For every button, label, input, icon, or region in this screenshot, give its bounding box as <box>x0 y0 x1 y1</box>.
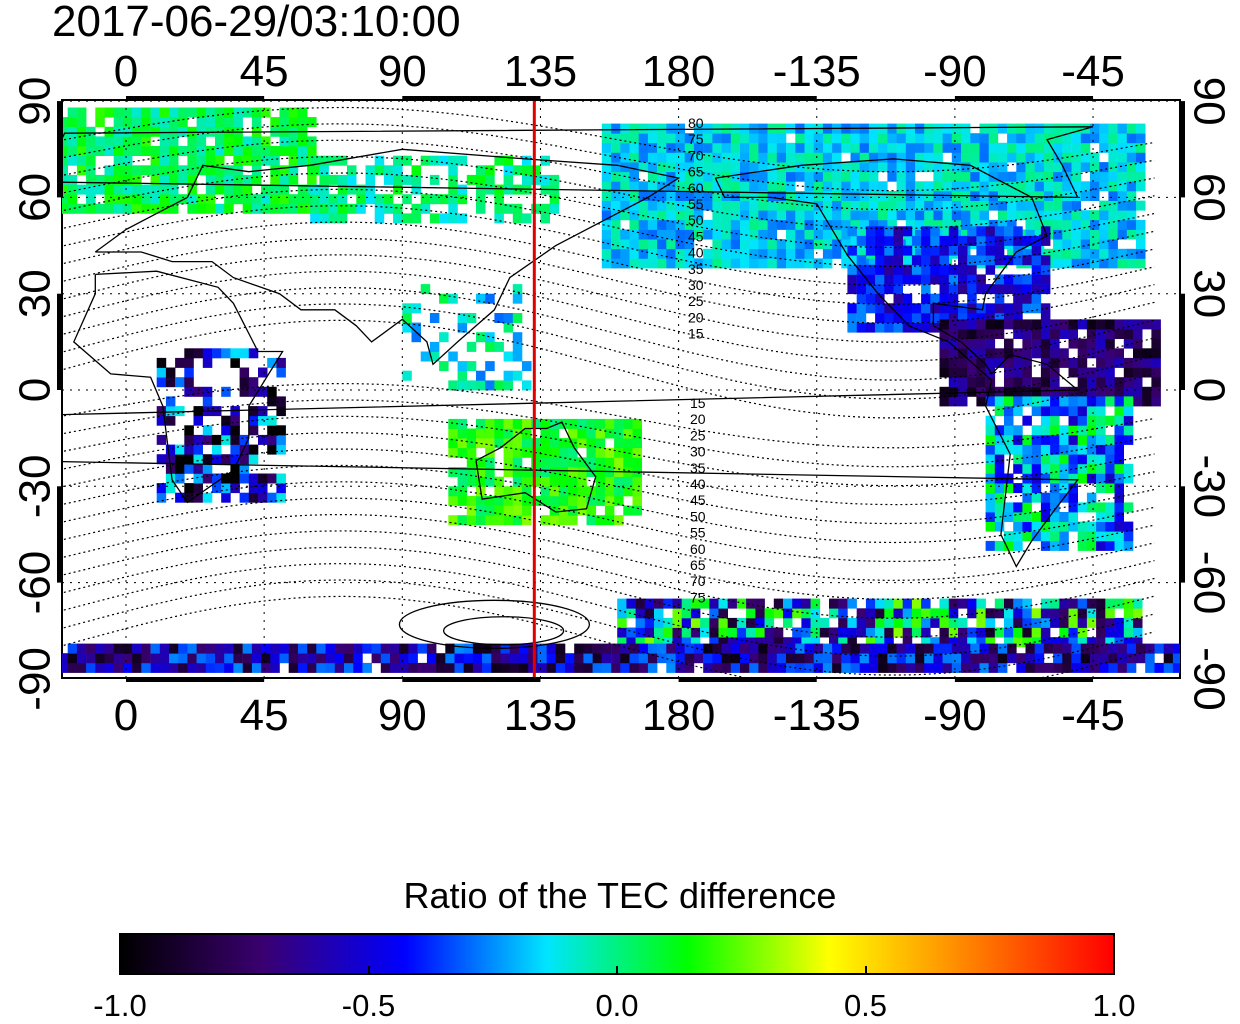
colorbar-tick-mark <box>864 966 867 975</box>
frame-tick-bar <box>402 96 541 101</box>
contour-label: 75 <box>688 131 704 147</box>
latitude-label: -90 <box>1184 647 1233 711</box>
contour-label: 70 <box>688 147 704 163</box>
contour-label: 45 <box>688 228 704 244</box>
contour-label: 20 <box>688 309 704 325</box>
latitude-label: 90 <box>11 77 60 126</box>
contour-label: 30 <box>690 444 706 460</box>
contour-label: 55 <box>688 196 704 212</box>
colorbar-tick-mark <box>367 966 370 975</box>
contour-label: 40 <box>690 476 706 492</box>
contour-label: 35 <box>688 261 704 277</box>
contour-label: 50 <box>690 508 706 524</box>
coastlines <box>62 126 1094 649</box>
colorbar-title: Ratio of the TEC difference <box>403 875 837 916</box>
top-longitude-labels: 0 45 90 135 180 -135 -90 -45 <box>114 47 1125 96</box>
longitude-label: 135 <box>504 47 577 96</box>
latitude-label: -60 <box>11 551 60 615</box>
latitude-label: -30 <box>11 455 60 519</box>
colorbar-tick-label: -1.0 <box>93 988 147 1023</box>
longitude-label: -45 <box>1061 691 1125 740</box>
contour-label: 65 <box>690 557 706 573</box>
frame-ticks <box>57 96 1185 682</box>
latitude-label: -60 <box>1184 551 1233 615</box>
contour-label: 50 <box>688 212 704 228</box>
frame-tick-bar <box>1179 293 1185 390</box>
contour-labels: 8075706560555045403530252015152025303540… <box>688 115 706 605</box>
bottom-longitude-labels: 0 45 90 135 180 -135 -90 -45 <box>114 691 1125 740</box>
contour-label: 80 <box>688 115 704 131</box>
longitude-label: -90 <box>923 47 987 96</box>
longitude-label: 45 <box>240 691 289 740</box>
longitude-label: 45 <box>240 47 289 96</box>
magnetic-latitude-contours <box>62 106 1155 678</box>
latitude-label: 60 <box>11 173 60 222</box>
longitude-label: 90 <box>378 691 427 740</box>
longitude-label: 180 <box>642 47 715 96</box>
colorbar-tick-label: 1.0 <box>1092 988 1136 1023</box>
longitude-label: 0 <box>114 47 138 96</box>
frame-tick-bar <box>1179 101 1185 198</box>
frame-tick-bar <box>954 677 1094 682</box>
frame-tick-bar <box>1179 486 1185 583</box>
contour-label: 70 <box>690 573 706 589</box>
latitude-label: 90 <box>1184 77 1233 126</box>
longitude-label: -135 <box>773 47 861 96</box>
frame-tick-bar <box>126 677 265 682</box>
latitude-label: 30 <box>11 269 60 318</box>
frame-tick-bar <box>678 96 817 101</box>
colorbar-tick-label: -0.5 <box>341 988 396 1023</box>
frame-tick-bar <box>57 101 63 198</box>
contour-label: 75 <box>690 589 706 605</box>
contour-label: 35 <box>690 460 706 476</box>
frame-tick-bar <box>57 486 63 583</box>
tec-map: 8075706560555045403530252015152025303540… <box>11 47 1234 740</box>
contour-label: 60 <box>688 180 704 196</box>
right-latitude-labels: 90 60 30 0 -30 -60 -90 <box>1184 77 1233 711</box>
contour-label: 25 <box>688 293 704 309</box>
latitude-label: -90 <box>11 647 60 711</box>
map-gridlines <box>62 100 1180 678</box>
contour-label: 20 <box>690 411 706 427</box>
longitude-label: 0 <box>114 691 138 740</box>
frame-tick-bar <box>57 293 63 390</box>
colorbar-tick-mark <box>616 966 618 975</box>
longitude-label: -135 <box>773 691 861 740</box>
colorbar-tick-mark <box>1113 966 1115 975</box>
contour-label: 40 <box>688 245 704 261</box>
contour-label: 15 <box>690 395 706 411</box>
latitude-label: -30 <box>1184 455 1233 519</box>
latitude-label: 60 <box>1184 173 1233 222</box>
colorbar-tick-label: 0.5 <box>843 988 888 1023</box>
frame-tick-bar <box>402 677 541 682</box>
longitude-label: 180 <box>642 691 715 740</box>
contour-label: 60 <box>690 541 706 557</box>
left-latitude-labels: 90 60 30 0 -30 -60 -90 <box>11 77 60 711</box>
contour-label: 65 <box>688 164 704 180</box>
colorbar-tick-mark <box>119 966 121 975</box>
longitude-label: -90 <box>923 691 987 740</box>
colorbar-tick-label: 0.0 <box>595 988 639 1023</box>
longitude-label: 90 <box>378 47 427 96</box>
contour-label: 25 <box>690 427 706 443</box>
frame-tick-bar <box>126 96 265 101</box>
frame-tick-bar <box>954 96 1094 101</box>
frame-tick-bar <box>678 677 817 682</box>
longitude-label: -45 <box>1061 47 1125 96</box>
timestamp-title: 2017-06-29/03:10:00 <box>52 0 461 46</box>
longitude-label: 135 <box>504 691 577 740</box>
contour-label: 30 <box>688 277 704 293</box>
latitude-label: 0 <box>1184 378 1233 402</box>
contour-label: 45 <box>690 492 706 508</box>
contour-label: 15 <box>688 326 704 342</box>
contour-label: 55 <box>690 525 706 541</box>
latitude-label: 30 <box>1184 269 1233 318</box>
latitude-label: 0 <box>11 378 60 402</box>
